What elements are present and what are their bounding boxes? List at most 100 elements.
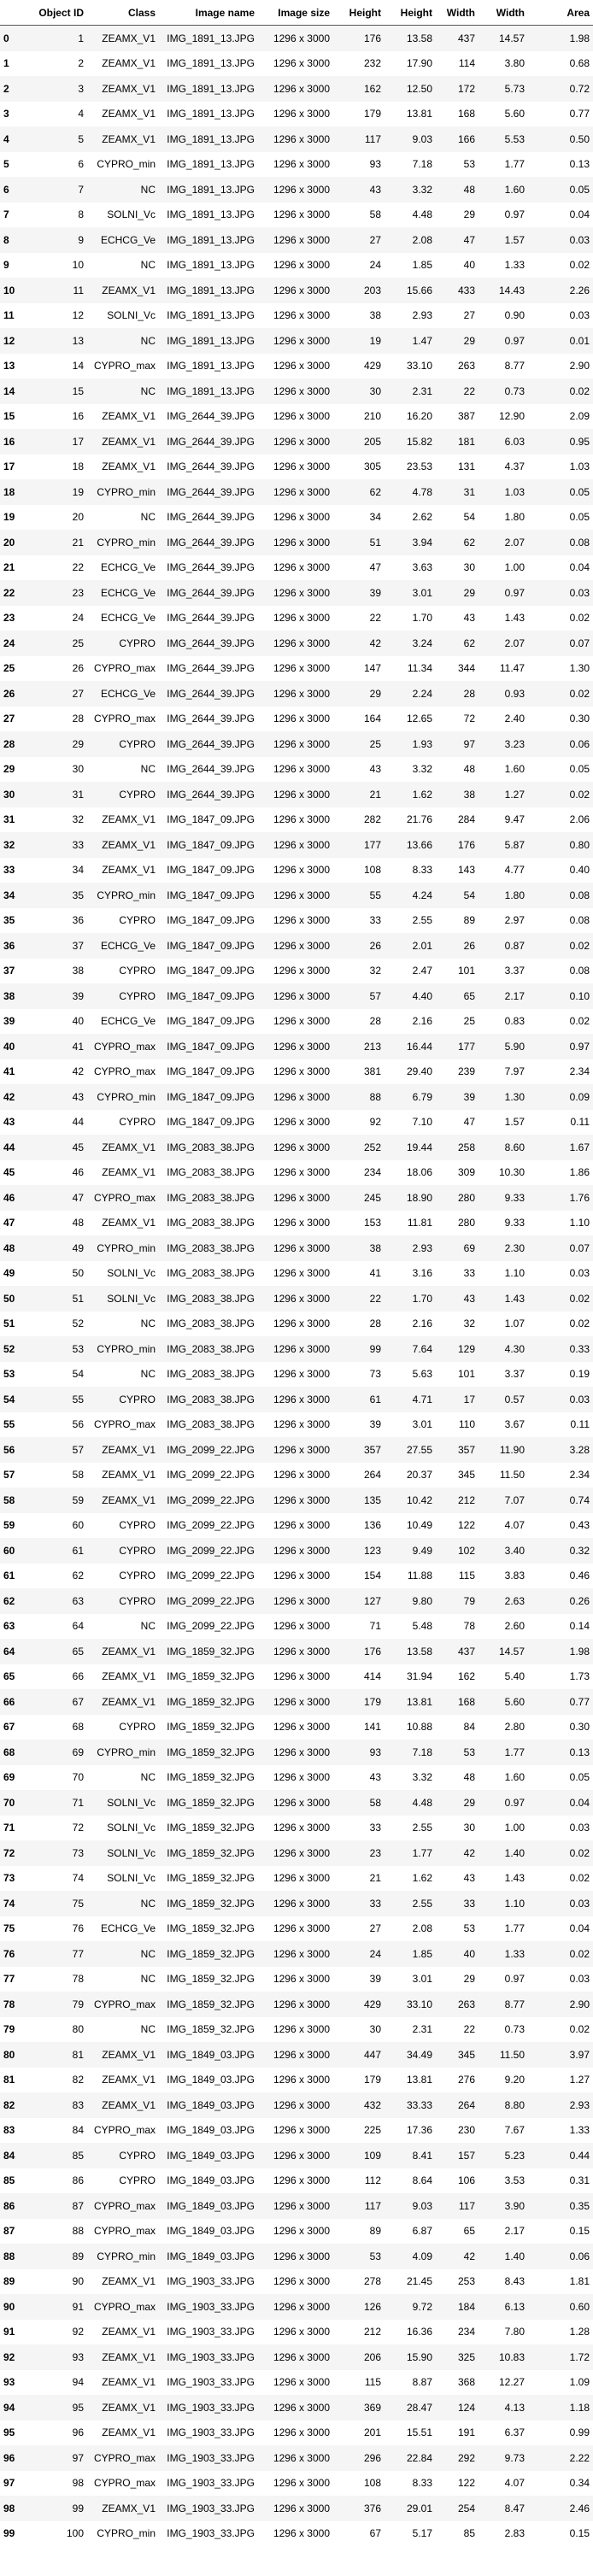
table-cell: IMG_1849_03.JPG <box>159 2143 258 2168</box>
table-cell: 30 <box>333 378 385 404</box>
row-index: 11 <box>0 302 34 328</box>
table-cell: IMG_1849_03.JPG <box>159 2042 258 2068</box>
table-cell: 43 <box>333 756 385 782</box>
table-cell: IMG_2644_39.JPG <box>159 605 258 631</box>
table-cell: 1.76 <box>528 1185 593 1211</box>
table-cell: 10.42 <box>385 1488 436 1513</box>
row-index: 5 <box>0 151 34 177</box>
table-cell: 40 <box>34 1008 87 1034</box>
table-cell: 191 <box>436 2420 479 2445</box>
table-cell: ZEAMX_V1 <box>87 1210 159 1235</box>
table-cell: 4.37 <box>479 454 528 479</box>
table-cell: 0.97 <box>479 1790 528 1816</box>
table-cell: SOLNI_Vc <box>87 1790 159 1816</box>
table-cell: 154 <box>333 1563 385 1588</box>
row-index: 65 <box>0 1664 34 1689</box>
table-cell: 1296 x 3000 <box>258 1210 333 1235</box>
table-cell: 1296 x 3000 <box>258 2218 333 2244</box>
table-cell: 102 <box>436 1538 479 1564</box>
row-index: 60 <box>0 1538 34 1564</box>
table-cell: 234 <box>333 1159 385 1185</box>
table-cell: CYPRO_max <box>87 1185 159 1211</box>
table-cell: 22.84 <box>385 2445 436 2471</box>
table-cell: 48 <box>436 1764 479 1790</box>
table-row: 12 13 NC IMG_1891_13.JPG 1296 x 3000 19 1.47 29… <box>0 328 593 354</box>
table-cell: IMG_2644_39.JPG <box>159 706 258 731</box>
table-cell: 2.60 <box>479 1613 528 1639</box>
table-cell: CYPRO_min <box>87 1740 159 1765</box>
table-cell: 2.93 <box>528 2092 593 2118</box>
table-cell: 41 <box>333 1260 385 1286</box>
table-cell: 36 <box>34 907 87 933</box>
table-cell: 40 <box>436 1941 479 1967</box>
table-row: 74 75 NC IMG_1859_32.JPG 1296 x 3000 33 2.55 33… <box>0 1891 593 1916</box>
table-cell: 3.23 <box>479 731 528 757</box>
table-cell: ZEAMX_V1 <box>87 857 159 883</box>
table-cell: 1296 x 3000 <box>258 1613 333 1639</box>
table-cell: ECHCG_Ve <box>87 1916 159 1941</box>
table-cell: 2.01 <box>385 933 436 959</box>
table-cell: 39 <box>333 1966 385 1992</box>
table-cell: 0.06 <box>528 731 593 757</box>
table-cell: 1296 x 3000 <box>258 1790 333 1816</box>
table-cell: 80 <box>34 2016 87 2042</box>
table-cell: 2.08 <box>385 227 436 253</box>
table-cell: 0.08 <box>528 883 593 908</box>
table-cell: CYPRO_max <box>87 353 159 378</box>
table-cell: 0.10 <box>528 983 593 1009</box>
table-cell: 0.13 <box>528 1740 593 1765</box>
table-cell: 0.02 <box>528 782 593 807</box>
table-cell: 1.85 <box>385 1941 436 1967</box>
table-cell: CYPRO <box>87 731 159 757</box>
table-cell: 0.74 <box>528 1488 593 1513</box>
table-cell: 2.83 <box>479 2520 528 2546</box>
row-index: 97 <box>0 2470 34 2496</box>
table-cell: IMG_2083_38.JPG <box>159 1260 258 1286</box>
table-cell: 29.01 <box>385 2496 436 2521</box>
table-row: 72 73 SOLNI_Vc IMG_1859_32.JPG 1296 x 3000 23… <box>0 1840 593 1866</box>
table-cell: 1296 x 3000 <box>258 1008 333 1034</box>
row-index: 28 <box>0 731 34 757</box>
table-row: 73 74 SOLNI_Vc IMG_1859_32.JPG 1296 x 3000 21… <box>0 1865 593 1891</box>
row-index: 41 <box>0 1059 34 1084</box>
table-cell: 1296 x 3000 <box>258 101 333 126</box>
table-cell: 5.40 <box>479 1664 528 1689</box>
table-cell: IMG_2644_39.JPG <box>159 681 258 707</box>
table-cell: 112 <box>333 2168 385 2193</box>
table-cell: NC <box>87 1891 159 1916</box>
table-cell: 0.32 <box>528 1538 593 1564</box>
table-cell: 75 <box>34 1891 87 1916</box>
table-cell: 91 <box>34 2294 87 2320</box>
table-cell: SOLNI_Vc <box>87 1286 159 1311</box>
table-cell: 62 <box>436 631 479 656</box>
table-cell: 0.04 <box>528 202 593 227</box>
table-cell: 11.47 <box>479 655 528 681</box>
table-row: 58 59 ZEAMX_V1 IMG_2099_22.JPG 1296 x 3000 13… <box>0 1488 593 1513</box>
table-cell: IMG_1891_13.JPG <box>159 202 258 227</box>
table-cell: 25 <box>436 1008 479 1034</box>
table-cell: 345 <box>436 2042 479 2068</box>
table-cell: 2.16 <box>385 1311 436 1336</box>
table-cell: 164 <box>333 706 385 731</box>
table-cell: 4.48 <box>385 202 436 227</box>
table-row: 51 52 NC IMG_2083_38.JPG 1296 x 3000 28 2.16 32… <box>0 1311 593 1336</box>
table-cell: 44 <box>34 1109 87 1135</box>
column-header: Height <box>385 0 436 26</box>
table-cell: 10.49 <box>385 1512 436 1538</box>
table-row: 78 79 CYPRO_max IMG_1859_32.JPG 1296 x 3000 4… <box>0 1992 593 2017</box>
table-cell: IMG_2644_39.JPG <box>159 580 258 606</box>
table-cell: IMG_2099_22.JPG <box>159 1563 258 1588</box>
table-cell: 10.88 <box>385 1714 436 1740</box>
table-cell: 19 <box>333 328 385 354</box>
table-cell: 106 <box>436 2168 479 2193</box>
table-cell: 0.31 <box>528 2168 593 2193</box>
table-cell: 53 <box>436 1740 479 1765</box>
table-cell: IMG_2644_39.JPG <box>159 530 258 555</box>
table-cell: 1296 x 3000 <box>258 1740 333 1765</box>
row-index: 47 <box>0 1210 34 1235</box>
row-index: 64 <box>0 1639 34 1664</box>
table-cell: 47 <box>436 1109 479 1135</box>
table-cell: 79 <box>34 1992 87 2017</box>
table-cell: 1296 x 3000 <box>258 706 333 731</box>
table-cell: 11.81 <box>385 1210 436 1235</box>
